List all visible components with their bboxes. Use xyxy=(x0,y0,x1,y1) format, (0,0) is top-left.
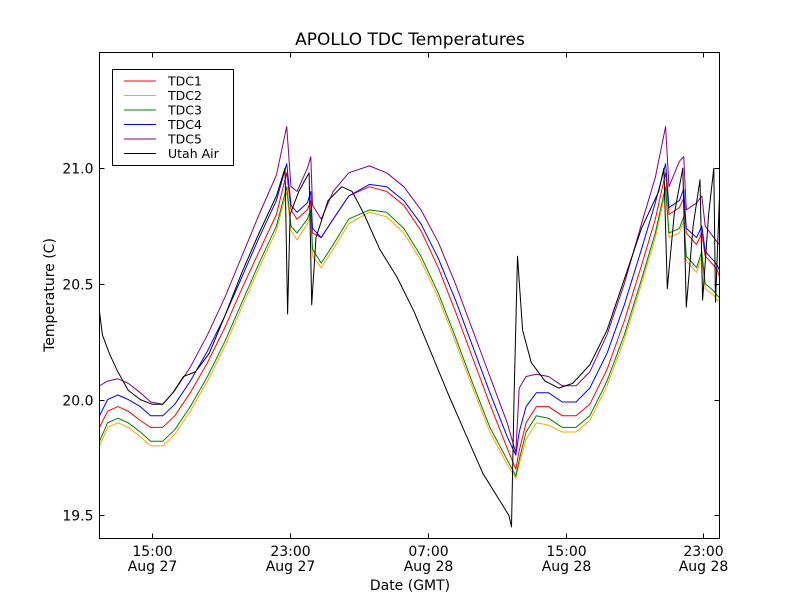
legend-frame xyxy=(112,69,234,166)
x-tick-label-date: Aug 27 xyxy=(266,559,316,575)
legend-label: TDC1 xyxy=(167,74,202,89)
legend-label: TDC5 xyxy=(167,132,202,147)
legend-entry: TDC1 xyxy=(124,74,202,89)
legend-entry: TDC4 xyxy=(124,117,202,132)
legend-label: Utah Air xyxy=(168,146,220,161)
series-line-tdc3 xyxy=(99,186,720,477)
y-tick-label: 21.0 xyxy=(62,162,93,178)
y-tick-label: 19.5 xyxy=(62,509,93,525)
legend-label: TDC3 xyxy=(167,103,202,118)
y-tick-label: 20.5 xyxy=(62,278,93,294)
legend-entry: TDC3 xyxy=(124,103,202,118)
x-tick-label-time: 15:00 xyxy=(546,544,586,560)
x-tick-label-date: Aug 27 xyxy=(128,559,178,575)
x-tick-label-time: 23:00 xyxy=(270,544,310,560)
x-tick-label-time: 23:00 xyxy=(683,544,723,560)
x-tick-label-time: 07:00 xyxy=(408,544,448,560)
axes-frame xyxy=(99,52,720,539)
x-tick-label-date: Aug 28 xyxy=(679,559,729,575)
series-line-tdc4 xyxy=(99,163,720,456)
series-line-tdc1 xyxy=(99,172,720,470)
x-axis-label: Date (GMT) xyxy=(370,578,450,594)
legend-label: TDC2 xyxy=(167,88,202,103)
legend-entry: Utah Air xyxy=(124,146,220,161)
y-axis-label: Temperature (C) xyxy=(42,238,58,353)
series-line-tdc5 xyxy=(99,126,720,454)
x-tick-label-time: 15:00 xyxy=(132,544,172,560)
series-line-utah-air xyxy=(99,167,720,528)
x-tick-label-date: Aug 28 xyxy=(404,559,454,575)
legend-label: TDC4 xyxy=(167,117,202,132)
series-layer xyxy=(99,126,720,528)
legend-entry: TDC5 xyxy=(124,132,202,147)
y-axis: 19.5 20.0 20.5 21.0 xyxy=(62,162,720,525)
legend-entry: TDC2 xyxy=(124,88,202,103)
series-line-tdc2 xyxy=(99,190,720,479)
chart-title: APOLLO TDC Temperatures xyxy=(295,30,525,50)
x-tick-label-date: Aug 28 xyxy=(542,559,592,575)
y-tick-label: 20.0 xyxy=(62,394,93,410)
